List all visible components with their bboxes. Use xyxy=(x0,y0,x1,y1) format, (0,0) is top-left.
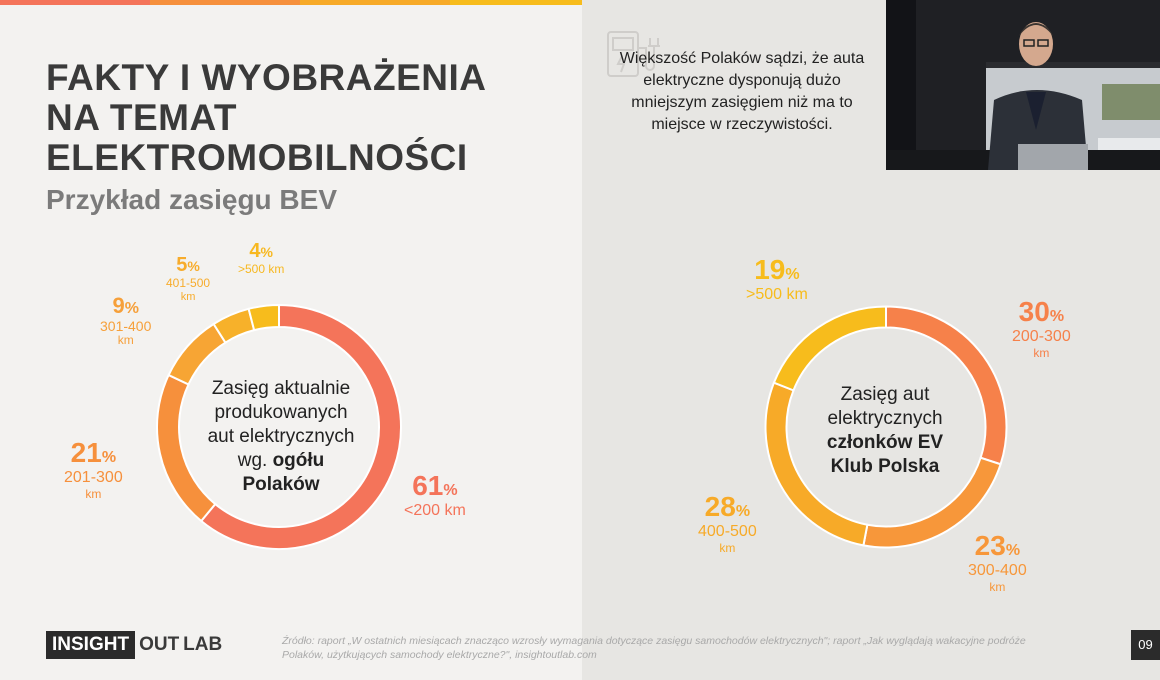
center-line-bold: Polaków xyxy=(242,474,320,495)
slice-label-28: 28% 400-500 km xyxy=(698,491,757,555)
slice-unit: km xyxy=(180,290,196,303)
slice-unit: km xyxy=(117,333,134,348)
slice-unit: km xyxy=(989,579,1006,594)
slice-pct: 5 xyxy=(176,254,188,276)
slice-range: 400-500 xyxy=(698,523,757,541)
center-line: produkowanych xyxy=(214,402,348,423)
title-line: FAKTY I WYOBRAŻENIA xyxy=(46,57,487,98)
slice-pct: 61 xyxy=(412,470,444,501)
title-line: NA TEMAT xyxy=(46,97,238,138)
slice-unit: km xyxy=(1033,345,1050,360)
slice-range: >500 km xyxy=(746,286,808,304)
slice-label-61: 61% <200 km xyxy=(404,470,466,520)
donut-1-slice-9 xyxy=(167,322,227,386)
center-line: Zasięg aktualnie xyxy=(211,378,351,399)
logo-part: LAB xyxy=(183,634,223,655)
center-line: elektrycznych xyxy=(827,408,943,429)
page-title: FAKTY I WYOBRAŻENIA NA TEMAT ELEKTROMOBI… xyxy=(46,58,487,178)
donut-1-slice-61 xyxy=(199,303,402,550)
title-line: ELEKTROMOBILNOŚCI xyxy=(46,137,468,178)
donut-center-text: Zasięg aut elektrycznych członków EV Klu… xyxy=(790,383,980,479)
left-panel xyxy=(0,0,582,680)
logo-part: INSIGHT xyxy=(46,631,136,659)
center-line-bold: Klub Polska xyxy=(830,456,940,477)
slice-label-19: 19% >500 km xyxy=(746,254,808,304)
slice-range: <200 km xyxy=(404,502,466,520)
donut-center-text: Zasięg aktualnie produkowanych aut elekt… xyxy=(186,377,376,497)
slice-pct: 23 xyxy=(974,530,1006,561)
slice-label-5: 5% 401-500 km xyxy=(166,254,211,303)
center-line: aut elektrycznych xyxy=(207,426,355,447)
center-line-bold: członków EV xyxy=(826,432,944,453)
donut-1-slice-4 xyxy=(247,303,280,332)
slice-unit: km xyxy=(719,540,736,555)
donut-2-slice-19 xyxy=(772,305,887,392)
callout-note: Większość Polaków sądzi, że auta elektry… xyxy=(619,50,865,133)
page-number: 09 xyxy=(1131,630,1160,660)
top-accent-bar xyxy=(0,0,582,5)
slice-range: 301-400 xyxy=(100,318,152,335)
slice-pct: 21 xyxy=(70,437,102,468)
slice-unit: km xyxy=(85,486,102,501)
slice-range: 300-400 xyxy=(968,562,1027,580)
slice-range: 401-500 xyxy=(166,276,211,290)
slice-pct: 9 xyxy=(112,293,125,318)
brand-logo: INSIGHT OUT LAB xyxy=(46,631,224,659)
charging-station-icon xyxy=(607,31,660,77)
presenter-image xyxy=(886,0,1160,170)
slice-label-9: 9% 301-400 km xyxy=(100,293,152,348)
page-subtitle: Przykład zasięgu BEV xyxy=(46,184,338,215)
center-line-bold: ogółu xyxy=(272,450,325,471)
slice-label-21: 21% 201-300 km xyxy=(64,437,123,501)
logo-part: OUT xyxy=(135,631,182,659)
slice-label-30: 30% 200-300 km xyxy=(1012,296,1071,360)
slice-pct: 28 xyxy=(704,491,736,522)
slice-range: 201-300 xyxy=(64,469,123,487)
source-footnote: Źródło: raport „W ostatnich miesiącach z… xyxy=(282,635,1026,661)
presenter-video[interactable] xyxy=(886,0,1160,170)
center-line: wg. xyxy=(237,450,273,471)
slice-label-23: 23% 300-400 km xyxy=(968,530,1027,594)
center-line: Zasięg aut xyxy=(840,384,930,405)
slice-range: >500 km xyxy=(238,262,285,276)
slice-pct: 4 xyxy=(249,240,261,262)
slice-pct: 19 xyxy=(754,254,786,285)
slice-range: 200-300 xyxy=(1012,328,1071,346)
slice-pct: 30 xyxy=(1018,296,1050,327)
slice-label-4: 4% >500 km xyxy=(238,240,285,276)
